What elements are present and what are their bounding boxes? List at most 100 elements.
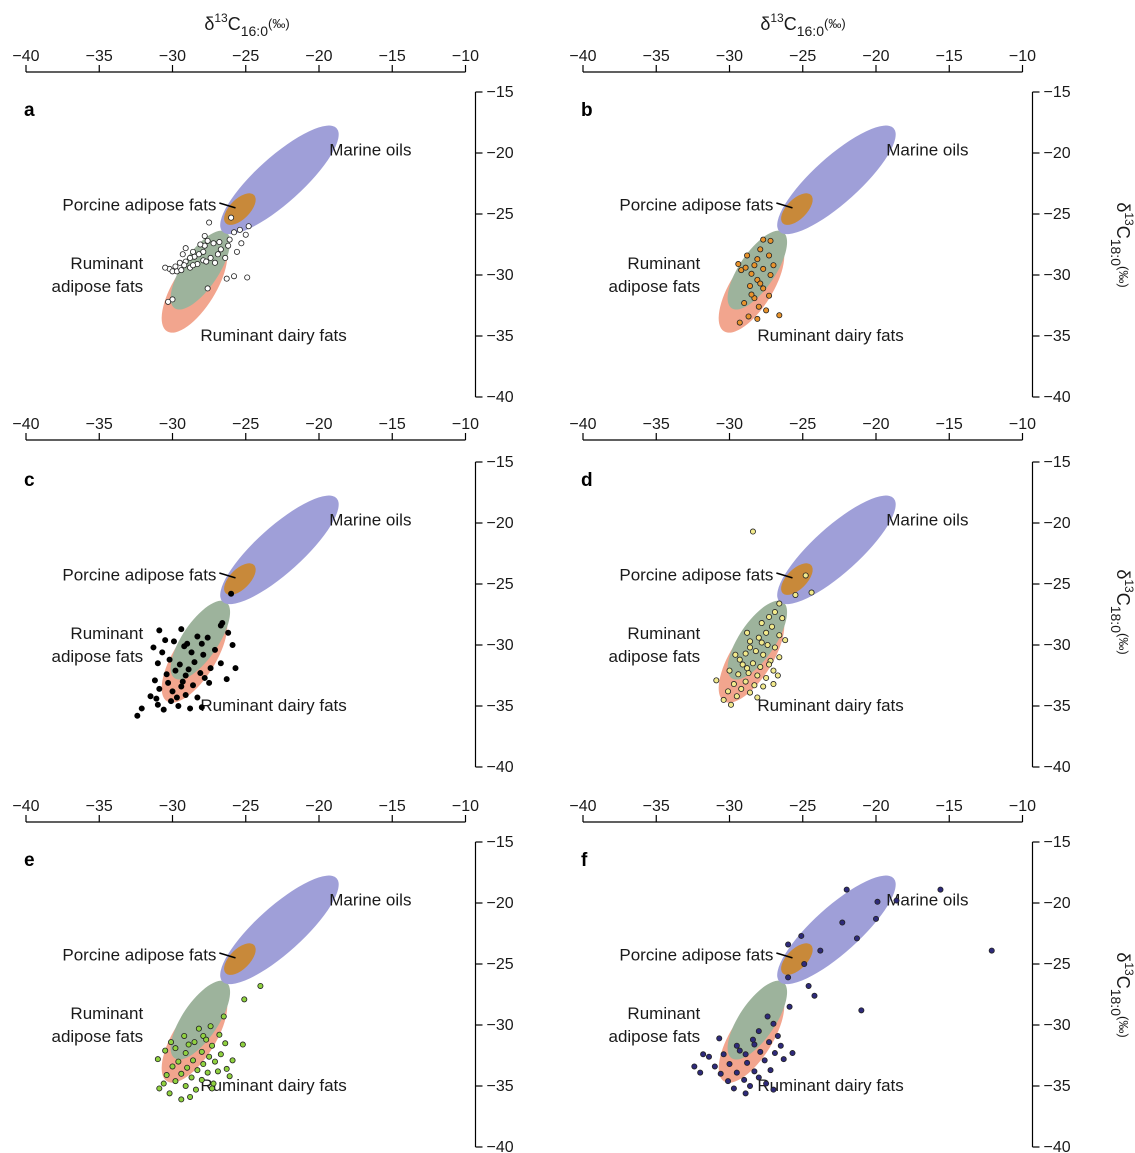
data-point <box>214 1068 221 1075</box>
data-point <box>225 629 232 636</box>
data-point <box>754 315 761 322</box>
ruminant-adipose-label: Ruminant adipose fats <box>609 254 701 296</box>
data-point <box>203 1036 210 1043</box>
y-tick-label: −25 <box>487 576 514 593</box>
data-point <box>770 1086 777 1093</box>
data-point <box>776 312 783 319</box>
data-point <box>700 1051 707 1058</box>
data-point <box>874 898 881 905</box>
y-tick-label: −25 <box>1044 956 1071 973</box>
data-point <box>165 298 172 305</box>
data-point <box>747 689 754 696</box>
data-point <box>204 237 211 244</box>
data-point <box>774 1032 781 1039</box>
data-point <box>697 1069 704 1076</box>
marine-region <box>220 125 339 235</box>
data-point <box>231 229 238 236</box>
data-point <box>154 701 161 708</box>
data-point <box>175 703 182 710</box>
data-point <box>134 712 141 719</box>
y-axis-title: δ13C18:0(‰) <box>1108 952 1135 1037</box>
x-tick-label: −20 <box>862 798 889 815</box>
y-tick-label: −35 <box>487 328 514 345</box>
data-point <box>893 897 900 904</box>
data-point <box>757 1048 764 1055</box>
data-point <box>185 666 192 673</box>
x-tick-label: −30 <box>159 48 186 65</box>
marine-label: Marine oils <box>329 140 411 159</box>
data-point <box>138 705 145 712</box>
data-point <box>763 1080 770 1087</box>
data-point <box>244 274 251 281</box>
data-point <box>204 634 211 641</box>
x-tick-label: −35 <box>86 48 113 65</box>
data-point <box>228 590 235 597</box>
data-point <box>175 1058 182 1065</box>
x-tick-label: −30 <box>716 798 743 815</box>
x-tick-label: −15 <box>936 798 963 815</box>
y-tick-label: −15 <box>1044 834 1071 851</box>
x-tick-label: −40 <box>12 416 39 433</box>
data-point <box>727 701 734 708</box>
data-point <box>220 1013 227 1020</box>
data-point <box>764 1013 771 1020</box>
data-point <box>216 239 223 246</box>
data-point <box>245 223 252 230</box>
data-point <box>735 671 742 678</box>
data-point <box>194 694 201 701</box>
x-tick-label: −15 <box>379 798 406 815</box>
data-point <box>159 649 166 656</box>
x-tick-label: −25 <box>232 798 259 815</box>
x-tick-label: −10 <box>1009 416 1036 433</box>
y-tick-label: −30 <box>1044 1017 1071 1034</box>
y-axis-title: δ13C18:0(‰) <box>1108 202 1135 287</box>
data-point <box>197 670 204 677</box>
x-tick-label: −10 <box>452 798 479 815</box>
data-point <box>776 632 783 639</box>
data-point <box>767 1067 774 1074</box>
data-point <box>228 214 235 221</box>
data-point <box>222 1040 229 1047</box>
y-tick-label: −20 <box>1044 145 1071 162</box>
y-tick-label: −15 <box>487 84 514 101</box>
data-point <box>223 275 230 282</box>
porcine-label: Porcine adipose fats <box>619 565 773 584</box>
data-point <box>744 665 751 672</box>
data-point <box>754 256 761 263</box>
data-point <box>839 919 846 926</box>
data-point <box>188 649 195 656</box>
x-axis-title: δ13C16:0(‰) <box>760 11 845 39</box>
data-point <box>705 1053 712 1060</box>
data-point <box>206 219 213 226</box>
data-point <box>751 1068 758 1075</box>
data-point <box>153 695 160 702</box>
data-point <box>713 677 720 684</box>
data-point <box>194 1067 201 1074</box>
ruminant-dairy-label: Ruminant dairy fats <box>757 1076 903 1095</box>
data-point <box>742 1051 749 1058</box>
data-point <box>217 660 224 667</box>
data-point <box>169 1063 176 1070</box>
data-point <box>747 1083 754 1090</box>
porcine-label: Porcine adipose fats <box>619 195 773 214</box>
data-point <box>843 886 850 893</box>
x-tick-label: −40 <box>12 48 39 65</box>
data-point <box>163 1072 170 1079</box>
x-tick-label: −15 <box>936 48 963 65</box>
data-point <box>988 947 995 954</box>
x-tick-label: −25 <box>789 416 816 433</box>
panel-f: Marine oils Porcine adipose fats Ruminant a… <box>569 798 1070 1153</box>
data-point <box>771 609 778 616</box>
ruminant-adipose-label: Ruminant adipose fats <box>52 624 144 666</box>
y-tick-label: −30 <box>487 1017 514 1034</box>
marine-region <box>777 125 896 235</box>
marine-label: Marine oils <box>886 140 968 159</box>
data-point <box>770 681 777 688</box>
data-point <box>726 667 733 674</box>
data-point <box>239 1041 246 1048</box>
data-point <box>755 1074 762 1081</box>
data-point <box>172 263 179 270</box>
data-point <box>771 644 778 651</box>
x-axis-title: δ13C16:0(‰) <box>204 11 289 39</box>
panel-letter: d <box>581 470 593 491</box>
